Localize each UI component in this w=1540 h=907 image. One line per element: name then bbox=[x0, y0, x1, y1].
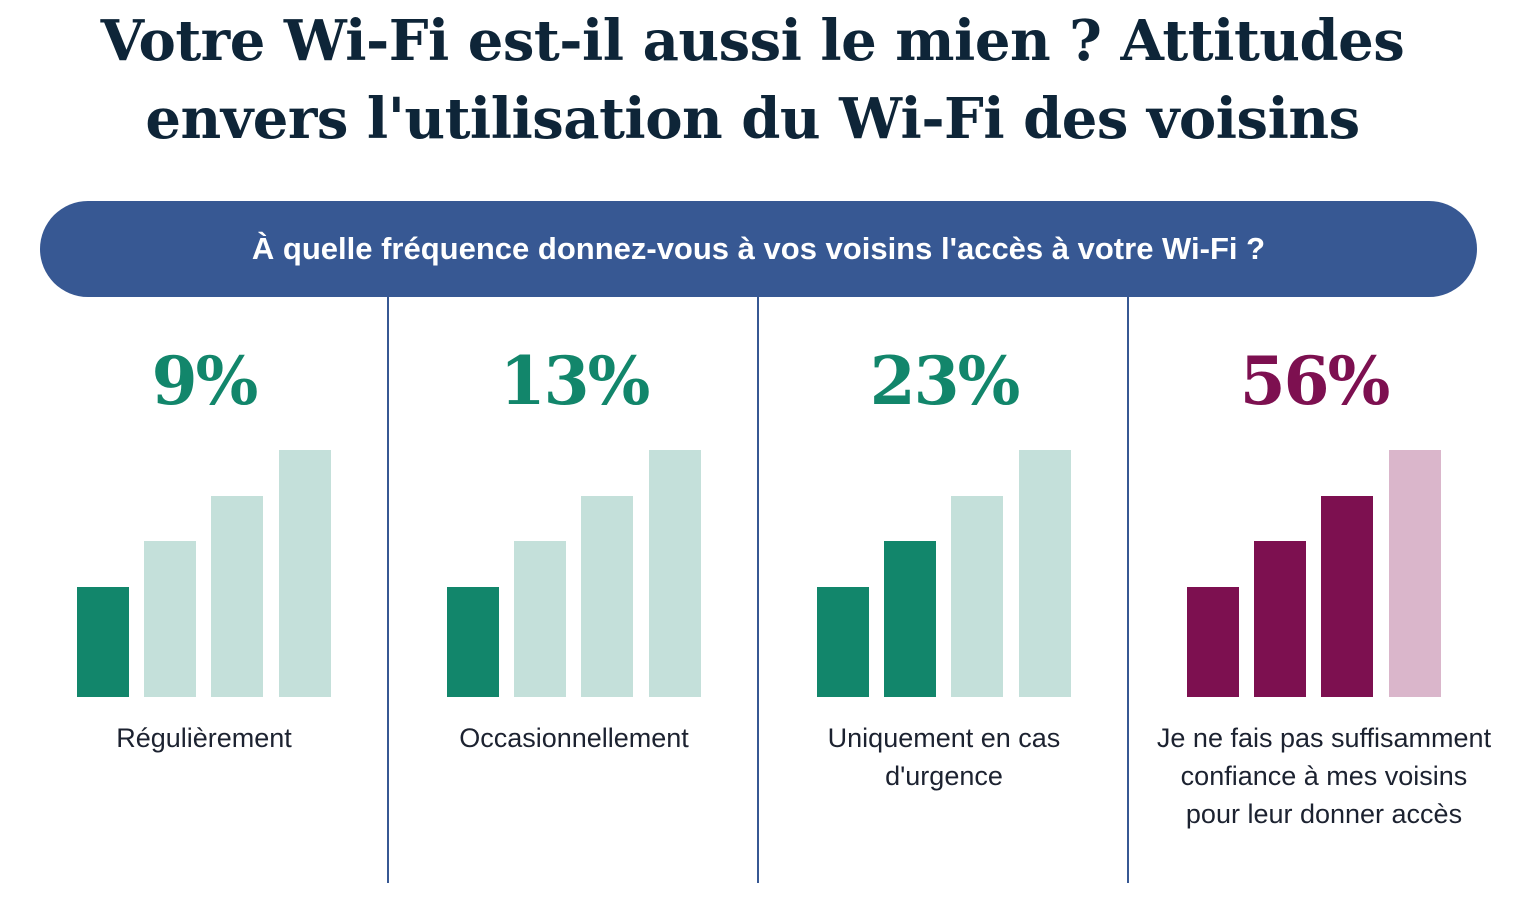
bar bbox=[649, 450, 701, 697]
category-label: Occasionnellement bbox=[459, 723, 689, 753]
value-label: 13% bbox=[499, 342, 651, 420]
value-label: 23% bbox=[869, 342, 1021, 420]
title-line: envers l'utilisation du Wi-Fi des voisin… bbox=[145, 86, 1360, 152]
bar bbox=[581, 496, 633, 697]
bar bbox=[1019, 450, 1071, 697]
panel-1: 9% Régulièrement bbox=[19, 297, 389, 897]
page-title: Votre Wi-Fi est-il aussi le mien ? Attit… bbox=[0, 2, 1505, 158]
divider bbox=[1127, 297, 1129, 883]
bar bbox=[211, 496, 263, 697]
category-label: Je ne fais pas suffisamment confiance à … bbox=[1156, 723, 1492, 829]
bar bbox=[279, 450, 331, 697]
value-label: 56% bbox=[1239, 342, 1391, 420]
bar bbox=[884, 541, 936, 697]
panel-4: 56% Je ne fais pas suffisamment confiance… bbox=[1129, 297, 1499, 897]
title-line: Votre Wi-Fi est-il aussi le mien ? Attit… bbox=[100, 8, 1405, 74]
bar bbox=[144, 541, 196, 697]
value-label: 9% bbox=[151, 342, 259, 420]
category-label: Uniquement en cas d'urgence bbox=[827, 723, 1061, 791]
question-banner: À quelle fréquence donnez-vous à vos voi… bbox=[40, 201, 1477, 297]
panel-2: 13% Occasionnellement bbox=[389, 297, 759, 897]
bar bbox=[1187, 587, 1239, 697]
bar bbox=[1321, 496, 1373, 697]
panel-3: 23% Uniquement en cas d'urgence bbox=[759, 297, 1129, 897]
bar bbox=[951, 496, 1003, 697]
bar bbox=[447, 587, 499, 697]
bar bbox=[514, 541, 566, 697]
bar bbox=[1389, 450, 1441, 697]
divider bbox=[757, 297, 759, 883]
question-text: À quelle fréquence donnez-vous à vos voi… bbox=[251, 231, 1266, 266]
bar bbox=[77, 587, 129, 697]
bar bbox=[1254, 541, 1306, 697]
category-label: Régulièrement bbox=[116, 723, 292, 753]
bar bbox=[817, 587, 869, 697]
divider bbox=[387, 297, 389, 883]
